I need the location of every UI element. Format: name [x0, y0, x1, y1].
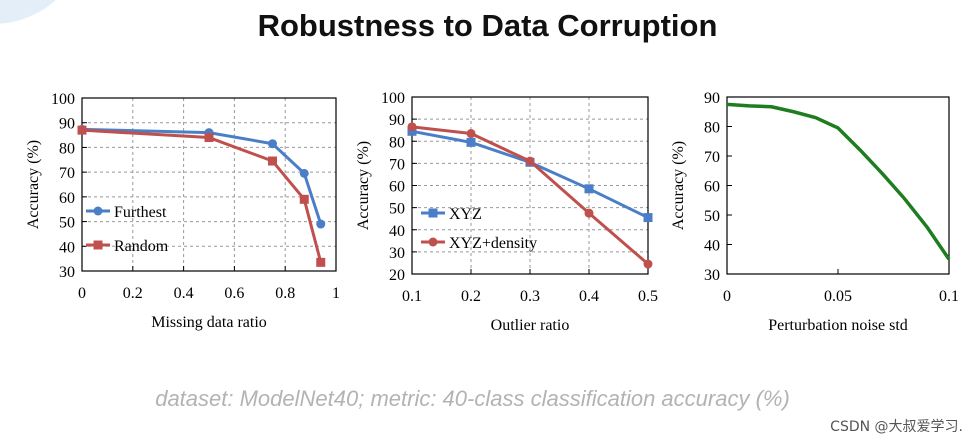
- x-axis-label: Missing data ratio: [151, 314, 267, 331]
- data-point: [584, 208, 594, 218]
- y-tick-label: 60: [389, 179, 405, 196]
- legend-label: XYZ+density: [449, 235, 537, 252]
- y-tick-label: 70: [389, 156, 405, 173]
- y-tick-label: 90: [59, 116, 75, 133]
- y-tick-label: 30: [59, 264, 75, 281]
- chart-missing-data: 0 0.2 0.4 0.6 0.8 1 30 40 50 60 70 80 90 100 Missing d…: [25, 91, 340, 331]
- y-axis-label: Accuracy (%): [670, 141, 687, 230]
- y-tick-label: 50: [389, 201, 405, 218]
- watermark: CSDN @大叔爱学习.: [830, 419, 963, 435]
- y-axis-label: Accuracy (%): [355, 141, 372, 230]
- data-point: [584, 184, 594, 194]
- plot-frame: [726, 96, 950, 275]
- data-point: [643, 259, 653, 269]
- x-tick-label: 0: [723, 288, 731, 305]
- x-tick-label: 0.1: [939, 288, 959, 305]
- legend-swatch-marker: [93, 206, 103, 216]
- data-point: [407, 122, 417, 132]
- data-point: [268, 139, 277, 149]
- plot-frame: [81, 97, 337, 272]
- x-tick-label: 0.4: [174, 285, 194, 302]
- y-tick-label: 70: [704, 149, 720, 166]
- x-tick-label: 0.3: [520, 288, 540, 305]
- chart-outlier-ratio: 0.1 0.2 0.3 0.4 0.5 20 30 40 50 60 70 80 90 100 Outlie…: [355, 90, 658, 334]
- x-tick-label: 0.4: [579, 288, 599, 305]
- y-tick-label: 100: [51, 91, 75, 108]
- dataset-caption: dataset: ModelNet40; metric: 40-class cl…: [155, 386, 790, 411]
- y-tick-label: 40: [389, 223, 405, 240]
- data-point: [204, 133, 214, 143]
- y-tick-label: 40: [59, 239, 75, 256]
- data-point: [316, 257, 326, 267]
- y-tick-label: 50: [704, 208, 720, 225]
- x-tick-label: 0.8: [275, 285, 295, 302]
- y-tick-label: 70: [59, 165, 75, 182]
- data-point: [525, 156, 535, 166]
- x-axis-label: Perturbation noise std: [768, 317, 908, 334]
- y-tick-label: 100: [381, 90, 405, 107]
- data-point: [268, 156, 277, 166]
- x-tick-label: 0.6: [224, 285, 244, 302]
- x-tick-label: 0.1: [402, 288, 422, 305]
- data-point: [466, 137, 476, 147]
- x-axis-label: Outlier ratio: [491, 317, 570, 334]
- y-tick-label: 80: [704, 120, 720, 137]
- data-point: [643, 213, 653, 223]
- data-point: [466, 129, 476, 139]
- y-tick-label: 30: [389, 245, 405, 262]
- y-axis-label: Accuracy (%): [25, 140, 42, 229]
- x-tick-label: 0.2: [461, 288, 481, 305]
- legend-swatch-marker: [93, 240, 103, 250]
- series-line-0: [411, 129, 649, 219]
- x-tick-label: 0.2: [123, 285, 143, 302]
- y-tick-label: 80: [59, 140, 75, 157]
- slide-title: Robustness to Data Corruption: [257, 8, 718, 43]
- data-point: [316, 219, 326, 229]
- legend-label: XYZ: [449, 206, 482, 223]
- y-tick-label: 20: [389, 267, 405, 284]
- plot-frame: [411, 96, 649, 275]
- series-line-0: [726, 102, 951, 261]
- legend-label: Furthest: [114, 204, 167, 221]
- y-tick-label: 30: [704, 267, 720, 284]
- y-tick-label: 50: [59, 215, 75, 232]
- chart-perturbation-noise: 0 0.05 0.1 30 40 50 60 70 80 90 Perturbation noise…: [670, 90, 959, 334]
- x-tick-label: 0.05: [824, 288, 852, 305]
- y-tick-label: 60: [59, 190, 75, 207]
- y-tick-label: 60: [704, 179, 720, 196]
- data-point: [77, 125, 87, 135]
- legend-swatch-marker: [428, 237, 438, 247]
- x-tick-label: 1: [332, 285, 340, 302]
- y-tick-label: 40: [704, 238, 720, 255]
- legend-label: Random: [114, 238, 169, 255]
- y-tick-label: 80: [389, 134, 405, 151]
- data-point: [299, 168, 309, 178]
- legend-swatch-marker: [428, 208, 438, 218]
- x-tick-label: 0.5: [638, 288, 658, 305]
- y-tick-label: 90: [389, 112, 405, 129]
- data-point: [299, 194, 309, 204]
- y-tick-label: 90: [704, 90, 720, 107]
- x-tick-label: 0: [78, 285, 86, 302]
